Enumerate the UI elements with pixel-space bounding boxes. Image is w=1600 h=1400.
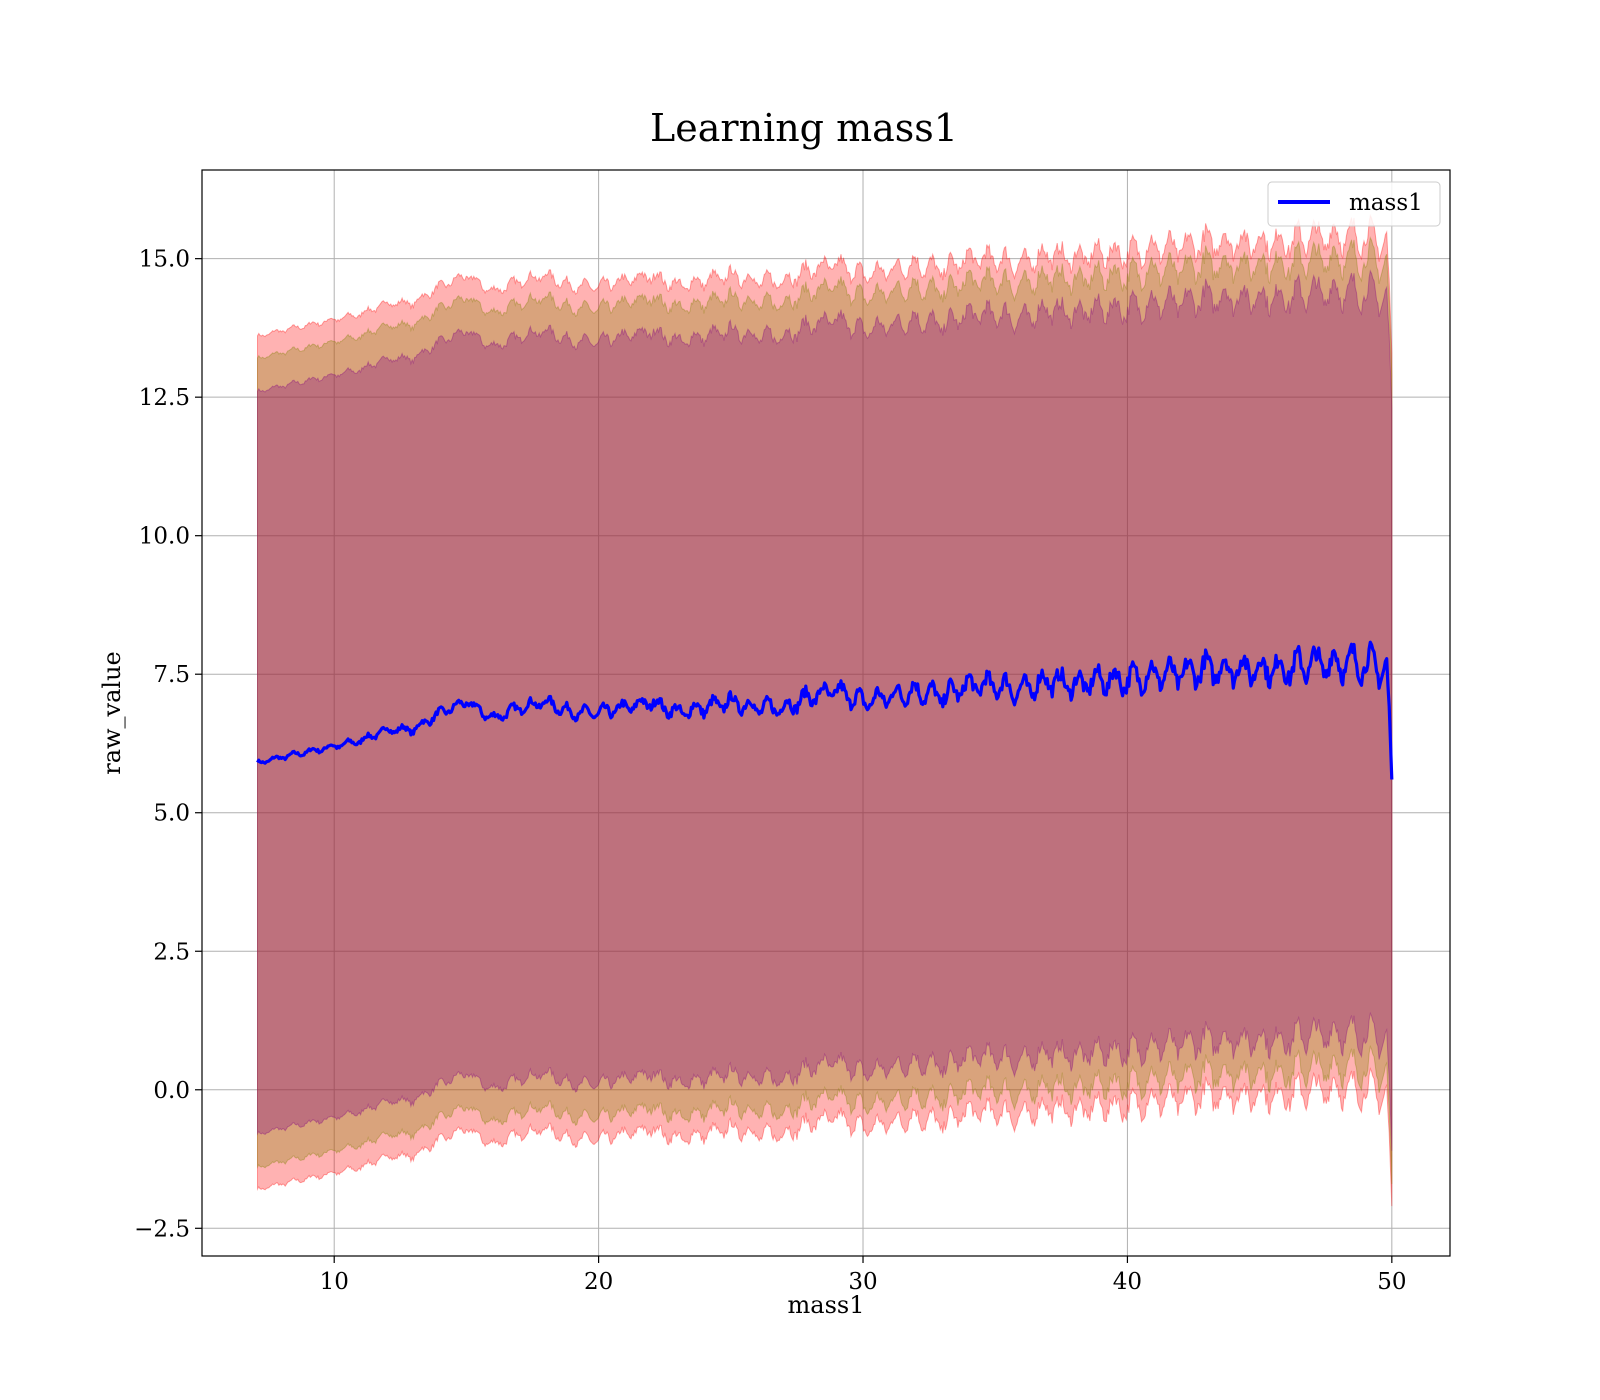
axis-ticks: 10 20 30 40 50 −2.5 0.0 2.5 5.0 7.5 10.0 12.5 15.0 bbox=[134, 247, 1406, 1295]
series-line-mass1 bbox=[256, 640, 1394, 780]
grid-lines bbox=[202, 170, 1450, 1256]
x-tick-label: 20 bbox=[584, 1269, 613, 1295]
y-tick-label: 0.0 bbox=[153, 1078, 190, 1104]
uncertainty-band-2 bbox=[257, 236, 1393, 1185]
y-tick-label: 12.5 bbox=[139, 385, 190, 411]
plot-frame bbox=[201, 169, 1451, 1257]
uncertainty-band-3 bbox=[257, 269, 1393, 1151]
y-tick-label: 10.0 bbox=[139, 524, 190, 550]
x-tick-label: 50 bbox=[1377, 1269, 1406, 1295]
x-tick-label: 10 bbox=[320, 1269, 349, 1295]
chart-title: Learning mass1 bbox=[650, 106, 958, 150]
y-tick-label: 5.0 bbox=[153, 801, 190, 827]
x-tick-label: 40 bbox=[1113, 1269, 1142, 1295]
x-axis-label: mass1 bbox=[788, 1291, 865, 1319]
legend-box bbox=[1267, 181, 1441, 227]
uncertainty-bands bbox=[257, 213, 1393, 1207]
y-tick-label: −2.5 bbox=[134, 1216, 190, 1242]
x-tick-label: 30 bbox=[848, 1269, 877, 1295]
legend: mass1 bbox=[1267, 181, 1441, 227]
legend-label-mass1: mass1 bbox=[1349, 190, 1423, 216]
series-lines bbox=[256, 640, 1394, 780]
uncertainty-band-1 bbox=[257, 213, 1393, 1207]
y-tick-label: 2.5 bbox=[153, 939, 190, 965]
y-tick-label: 15.0 bbox=[139, 247, 190, 273]
y-axis-label: raw_value bbox=[98, 651, 126, 775]
y-tick-label: 7.5 bbox=[153, 662, 190, 688]
